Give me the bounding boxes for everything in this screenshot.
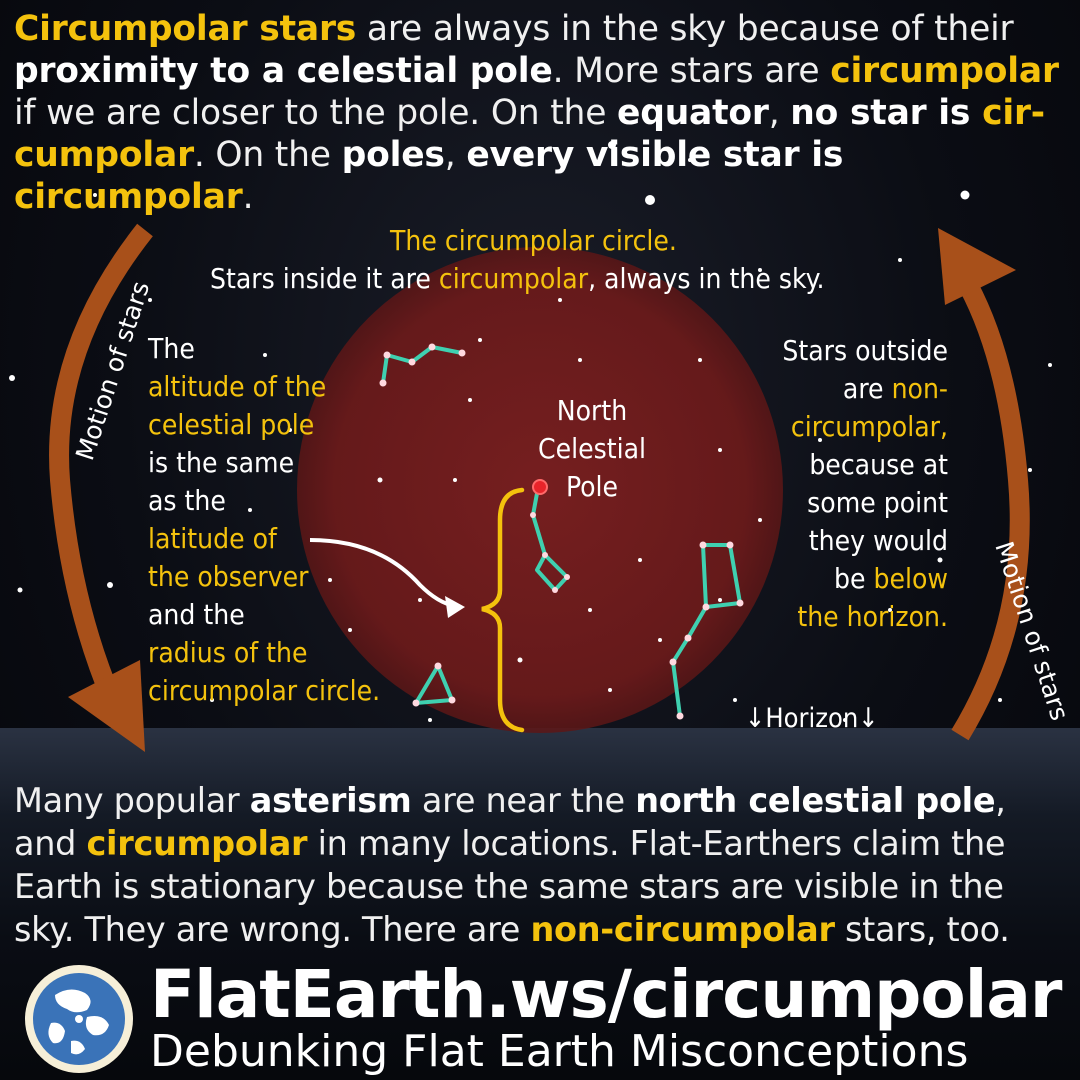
intro-term-circumpolar-stars: Circumpolar stars <box>14 9 357 49</box>
big-dipper-constellation <box>671 543 742 718</box>
pointer-arrow-line <box>309 538 456 608</box>
circle-caption-subtitle: Stars inside it are circumpolar, always … <box>210 262 825 295</box>
circle-caption-title: The circumpolar circle. <box>390 224 677 257</box>
left-motion-arrow <box>49 223 153 704</box>
motion-of-stars-left-label: Motion of stars <box>70 278 155 464</box>
flat-earth-logo-icon <box>25 965 133 1073</box>
radius-brace <box>481 487 525 733</box>
footer-subtitle: Debunking Flat Earth Misconceptions <box>150 1026 969 1077</box>
pointer-arrowhead <box>445 596 465 618</box>
background-stars <box>9 141 1052 722</box>
globe-map-icon <box>27 967 131 1071</box>
constellation-stars <box>379 343 744 720</box>
right-motion-arrow <box>951 280 1030 741</box>
right-motion-arrowhead <box>938 228 1016 305</box>
left-motion-arrowhead <box>68 660 145 752</box>
sea-horizon-background <box>0 728 1080 1080</box>
horizon-label: ↓Horizon↓ <box>745 703 879 734</box>
conclusion-paragraph: Many popular asterism are near the north… <box>14 781 1010 949</box>
north-celestial-pole-dot <box>532 479 548 495</box>
left-explanation-note: The altitude of the celestial pole is th… <box>148 332 381 707</box>
small-asterism-constellation <box>414 664 454 705</box>
little-dipper-constellation <box>531 486 569 592</box>
north-celestial-pole-label: North Celestial Pole <box>537 394 647 503</box>
intro-paragraph: Circumpolar stars are always in the sky … <box>14 9 1059 217</box>
right-explanation-note: Stars outside are non- circumpolar, beca… <box>782 334 948 633</box>
footer-website-url: FlatEarth.ws/circumpolar <box>150 956 1062 1033</box>
constellation-lines <box>381 345 742 718</box>
